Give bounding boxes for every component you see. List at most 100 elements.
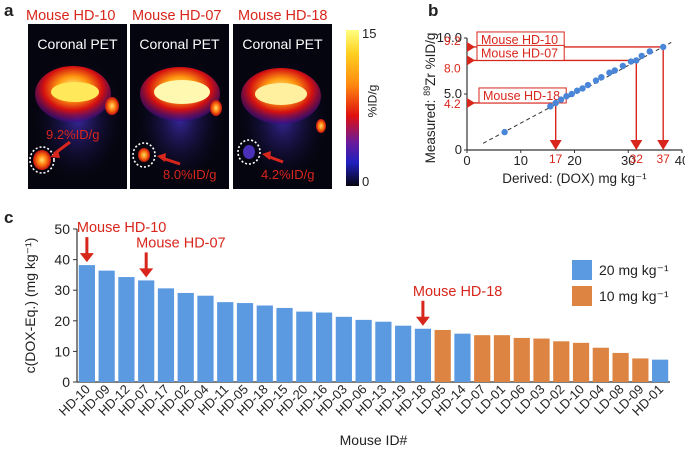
annotation-arrow bbox=[630, 140, 643, 150]
scatter-point bbox=[659, 43, 667, 51]
annotation-marker bbox=[467, 97, 475, 108]
scatter-point bbox=[646, 48, 653, 55]
bar bbox=[414, 328, 432, 382]
bar bbox=[513, 337, 530, 382]
scatter-point bbox=[606, 69, 613, 76]
scatter-point bbox=[547, 103, 554, 110]
scatter-point bbox=[579, 85, 586, 92]
annotation-label: Mouse HD-07 bbox=[481, 46, 558, 60]
bar bbox=[236, 303, 254, 382]
panel-label-a: a bbox=[4, 1, 14, 20]
bar bbox=[493, 335, 511, 382]
annotation-y-value: 8.0 bbox=[444, 61, 461, 75]
pet-heatmap-hd10 bbox=[29, 51, 126, 187]
bar-chart: 0 10 20 30 40 50 c(DOX-Eq.) (mg kg⁻¹) Mouse ID#… bbox=[22, 220, 670, 448]
panel-label-c: c bbox=[4, 208, 14, 227]
bar bbox=[395, 325, 412, 382]
pet-label-hd18: Coronal PET bbox=[242, 36, 323, 52]
pet-image-hd18: Coronal PET 4.2%ID/g bbox=[233, 24, 332, 189]
callout-label: Mouse HD-18 bbox=[413, 284, 502, 300]
scatter-point bbox=[568, 90, 576, 98]
y-tick-label: 20 bbox=[54, 313, 70, 329]
panel-label-b: b bbox=[428, 1, 439, 20]
scatter-point bbox=[598, 74, 605, 81]
scatter-point bbox=[573, 87, 581, 94]
scatter-point bbox=[633, 57, 640, 64]
bar bbox=[256, 305, 273, 382]
scatter-point bbox=[584, 81, 592, 89]
pet-image-hd07: Coronal PET 8.0%ID/g bbox=[130, 24, 229, 189]
annotation-label: Mouse HD-18 bbox=[483, 89, 560, 103]
annotation-x-value: 32 bbox=[630, 152, 644, 166]
callout-label: Mouse HD-10 bbox=[77, 220, 166, 236]
annotation-marker bbox=[467, 41, 475, 52]
bar bbox=[276, 307, 293, 382]
callout-arrow-head bbox=[415, 316, 430, 326]
annotation-label: Mouse HD-10 bbox=[481, 33, 558, 47]
y-axis-title: c(DOX-Eq.) (mg kg⁻¹) bbox=[22, 238, 38, 374]
y-axis-title: Measured: 89Zr %ID/g bbox=[422, 33, 438, 164]
scatter-point bbox=[611, 67, 619, 74]
scatter-chart: 0 10 20 30 40 0 5.0 10.0 Derived: (DOX) mg kg⁻¹ M… bbox=[422, 30, 685, 186]
bar bbox=[118, 277, 135, 382]
y-tick-label: 30 bbox=[54, 282, 70, 298]
scatter-point bbox=[552, 99, 559, 107]
x-tick-label: 40 bbox=[675, 153, 685, 168]
bar bbox=[474, 335, 491, 382]
bar bbox=[177, 292, 194, 382]
annotation-y-value: 9.2 bbox=[444, 34, 461, 48]
callout-arrow-head bbox=[139, 268, 154, 278]
bar bbox=[454, 333, 471, 382]
pet-annotation-hd10: 9.2%ID/g bbox=[46, 127, 100, 142]
pet-annotation-hd18: 4.2%ID/g bbox=[261, 167, 315, 182]
x-tick-label: 30 bbox=[621, 153, 635, 168]
bar bbox=[197, 295, 214, 382]
pet-title-hd07: Mouse HD-07 bbox=[132, 8, 222, 24]
scatter-point bbox=[592, 77, 600, 84]
bar bbox=[315, 312, 333, 382]
legend-swatch bbox=[572, 260, 592, 280]
pet-title-hd10: Mouse HD-10 bbox=[26, 8, 116, 24]
annotation-x-value: 17 bbox=[549, 152, 563, 166]
bar bbox=[335, 316, 352, 382]
annotation-box bbox=[476, 44, 565, 61]
annotation-marker bbox=[467, 55, 475, 66]
scatter-point bbox=[619, 62, 627, 70]
annotation-y-value: 4.2 bbox=[444, 97, 461, 111]
bar bbox=[553, 341, 570, 382]
x-axis-title: Derived: (DOX) mg kg⁻¹ bbox=[502, 171, 647, 186]
bar bbox=[572, 342, 590, 382]
callout-arrow-head bbox=[79, 253, 94, 263]
annotation-arrow bbox=[657, 140, 670, 150]
legend-label: 20 mg kg⁻¹ bbox=[599, 262, 669, 278]
bar bbox=[632, 358, 649, 382]
colorbar-min-label: 0 bbox=[362, 174, 370, 189]
bar bbox=[98, 270, 115, 382]
y-tick-label: 0 bbox=[455, 142, 462, 157]
x-tick-label: 10 bbox=[514, 153, 528, 168]
bar bbox=[296, 311, 313, 382]
y-tick-label: 10.0 bbox=[437, 30, 462, 45]
colorbar bbox=[346, 30, 359, 186]
bar bbox=[375, 321, 392, 382]
colorbar-max-label: 15 bbox=[362, 26, 377, 41]
bar bbox=[78, 265, 95, 382]
pet-label-hd07: Coronal PET bbox=[139, 36, 220, 52]
bar bbox=[592, 347, 609, 382]
scatter-point bbox=[557, 96, 565, 103]
bar bbox=[533, 338, 550, 382]
y-tick-label: 10 bbox=[54, 343, 70, 359]
x-tick-label: 20 bbox=[567, 153, 581, 168]
y-tick-label: 5.0 bbox=[444, 86, 462, 101]
annotation-x-value: 37 bbox=[657, 152, 671, 166]
bar bbox=[434, 329, 451, 382]
pet-annotation-hd07: 8.0%ID/g bbox=[163, 167, 217, 182]
bar bbox=[355, 319, 372, 382]
bar bbox=[652, 359, 669, 382]
colorbar-unit: %ID/g bbox=[365, 84, 380, 118]
pet-title-hd18: Mouse HD-18 bbox=[238, 8, 328, 24]
pet-image-hd10: Coronal PET 9.2%ID/g bbox=[28, 24, 127, 189]
legend-swatch bbox=[572, 286, 592, 306]
x-tick-label: 0 bbox=[463, 153, 470, 168]
y-tick-label: 50 bbox=[54, 221, 70, 237]
